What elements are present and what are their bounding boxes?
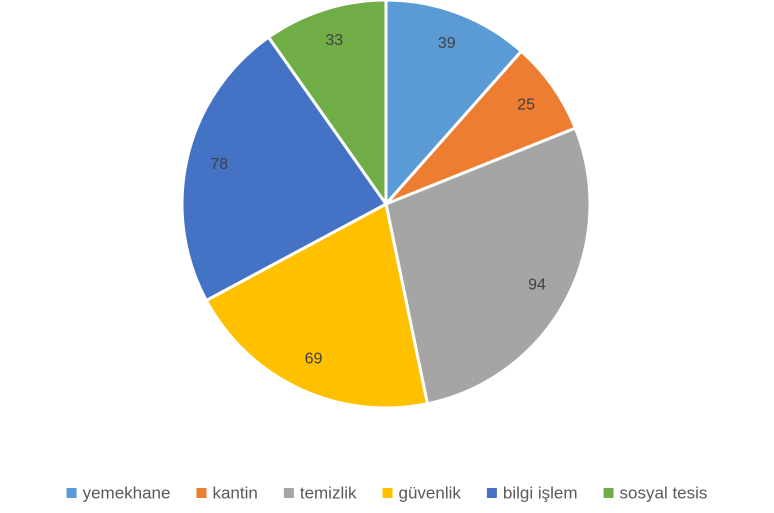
pie-slice	[204, 201, 430, 410]
legend-label: temizlik	[300, 483, 357, 502]
data-label: 33	[325, 32, 343, 49]
legend-marker	[196, 488, 207, 498]
pie-slice	[384, 126, 592, 406]
pie-slice	[180, 35, 389, 303]
legend-label: yemekhane	[83, 483, 171, 502]
legend-label: kantin	[212, 483, 257, 502]
legend-label: sosyal tesis	[620, 483, 708, 502]
legend-label: bilgi işlem	[503, 483, 578, 502]
data-label: 94	[528, 276, 546, 293]
legend-marker	[382, 488, 393, 498]
legend-marker	[486, 488, 497, 498]
legend-marker	[283, 488, 294, 498]
data-label: 39	[438, 35, 456, 52]
legend-marker	[603, 488, 614, 498]
pie-slice	[384, 0, 524, 208]
legend-marker	[66, 488, 77, 498]
legend-label: güvenlik	[399, 483, 462, 502]
data-label: 25	[517, 97, 535, 114]
data-label: 69	[305, 350, 323, 367]
data-label: 78	[210, 156, 228, 173]
pie-slice	[266, 0, 388, 209]
